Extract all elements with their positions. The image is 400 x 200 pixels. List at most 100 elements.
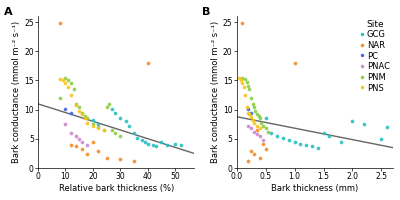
- Point: [76, 105, 82, 108]
- Point: [242, 78, 248, 81]
- Point: [244, 105, 250, 108]
- Point: [248, 127, 254, 130]
- Point: [106, 102, 112, 105]
- Point: [274, 134, 280, 138]
- Point: [62, 82, 69, 85]
- Point: [378, 137, 385, 140]
- Point: [291, 140, 298, 143]
- Point: [144, 61, 151, 65]
- Point: [254, 124, 260, 128]
- Point: [90, 140, 96, 143]
- Point: [84, 143, 90, 146]
- Point: [73, 134, 80, 138]
- Point: [303, 143, 309, 146]
- Point: [320, 131, 327, 135]
- Point: [250, 119, 256, 122]
- Point: [291, 61, 298, 65]
- Point: [256, 127, 263, 130]
- Point: [262, 127, 269, 130]
- Point: [95, 127, 102, 130]
- Point: [109, 107, 115, 110]
- Point: [256, 134, 263, 138]
- Point: [260, 124, 266, 128]
- Point: [251, 105, 257, 108]
- Point: [256, 156, 263, 159]
- Point: [112, 111, 118, 114]
- Point: [268, 131, 274, 135]
- Point: [109, 129, 115, 132]
- Point: [82, 117, 88, 120]
- Point: [254, 113, 260, 116]
- Point: [254, 129, 260, 132]
- Point: [309, 144, 315, 148]
- Point: [242, 93, 248, 97]
- Point: [79, 148, 85, 151]
- Point: [79, 140, 85, 143]
- Point: [84, 121, 90, 124]
- Point: [125, 124, 132, 128]
- Text: B: B: [202, 7, 210, 17]
- Point: [252, 109, 258, 112]
- Point: [262, 148, 269, 151]
- Point: [131, 131, 137, 135]
- Point: [95, 149, 102, 152]
- Point: [349, 120, 356, 123]
- Legend: GCG, NAR, PC, PNAC, PNM, PNS: GCG, NAR, PC, PNAC, PNM, PNS: [358, 18, 391, 94]
- Point: [62, 76, 69, 79]
- Point: [131, 159, 137, 163]
- Point: [251, 152, 257, 155]
- Point: [82, 114, 88, 117]
- Point: [62, 107, 69, 110]
- Point: [112, 131, 118, 135]
- Point: [95, 123, 102, 126]
- X-axis label: Bark thickness (mm): Bark thickness (mm): [271, 184, 358, 193]
- Point: [103, 156, 110, 159]
- Point: [153, 144, 159, 148]
- Point: [62, 123, 69, 126]
- Point: [236, 76, 243, 79]
- Point: [103, 105, 110, 108]
- Point: [123, 120, 129, 123]
- Point: [117, 158, 124, 161]
- Point: [256, 117, 263, 120]
- Point: [60, 79, 66, 82]
- X-axis label: Relative bark thickness (%): Relative bark thickness (%): [58, 184, 174, 193]
- Point: [239, 76, 246, 79]
- Point: [164, 143, 170, 146]
- Point: [239, 22, 246, 25]
- Point: [258, 121, 264, 124]
- Point: [178, 143, 184, 146]
- Point: [262, 117, 269, 120]
- Point: [68, 111, 74, 114]
- Point: [254, 133, 260, 136]
- Point: [84, 152, 90, 155]
- Point: [251, 130, 257, 133]
- Point: [90, 123, 96, 126]
- Point: [90, 119, 96, 122]
- Point: [245, 85, 251, 88]
- Point: [244, 80, 250, 83]
- Point: [134, 136, 140, 139]
- Point: [245, 124, 251, 128]
- Point: [246, 113, 252, 116]
- Point: [246, 88, 252, 91]
- Point: [57, 22, 63, 25]
- Point: [240, 86, 247, 89]
- Point: [297, 142, 304, 145]
- Point: [248, 149, 254, 152]
- Point: [76, 109, 82, 112]
- Point: [384, 126, 390, 129]
- Point: [73, 103, 80, 107]
- Point: [260, 138, 266, 142]
- Point: [361, 123, 367, 126]
- Point: [68, 93, 74, 97]
- Point: [84, 117, 90, 120]
- Point: [79, 113, 85, 116]
- Point: [150, 143, 156, 146]
- Point: [265, 130, 272, 133]
- Point: [117, 134, 124, 138]
- Point: [73, 144, 80, 148]
- Point: [245, 159, 251, 163]
- Point: [248, 111, 254, 114]
- Point: [172, 142, 178, 145]
